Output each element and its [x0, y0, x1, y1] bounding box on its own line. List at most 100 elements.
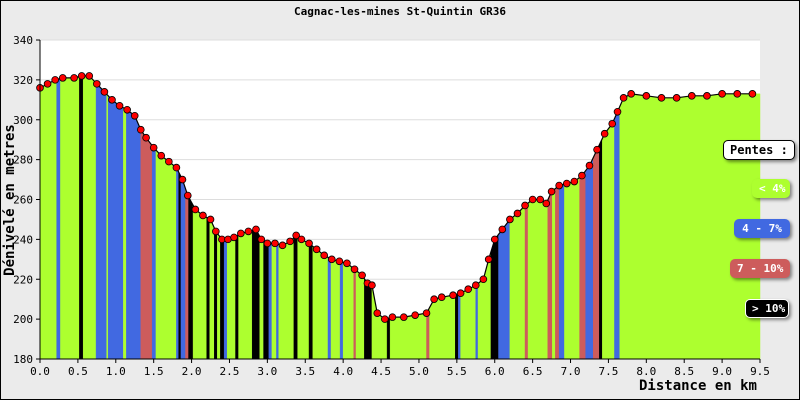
profile-point-64 [506, 215, 514, 224]
x-tick-label-19: 9.5 [750, 365, 770, 378]
profile-point-28 [237, 229, 245, 238]
legend-item-7-10: 7 - 10% [730, 259, 790, 278]
slope-band-39 [327, 256, 332, 360]
profile-point-81 [627, 90, 635, 98]
slope-band-62 [552, 188, 556, 360]
slope-band-28 [251, 229, 261, 360]
slope-band-30 [263, 240, 270, 360]
slope-band-13 [176, 167, 179, 360]
slope-band-32 [271, 243, 277, 360]
profile-point-72 [562, 179, 571, 188]
profile-point-68 [536, 195, 545, 204]
slope-band-63 [555, 185, 560, 360]
slope-band-35 [293, 235, 298, 360]
slope-band-54 [475, 282, 479, 360]
profile-point-82 [642, 92, 651, 100]
profile-point-48 [373, 309, 382, 317]
slope-band-34 [278, 237, 295, 360]
profile-point-58 [464, 285, 473, 294]
profile-point-89 [748, 90, 757, 98]
profile-point-12 [130, 111, 139, 120]
y-tick-label-3: 240 [13, 233, 33, 246]
profile-point-85 [687, 92, 696, 100]
profile-point-7 [93, 80, 101, 88]
profile-point-51 [399, 313, 408, 321]
legend-item-lt4: < 4% [752, 179, 790, 198]
profile-point-83 [657, 94, 666, 102]
profile-point-4 [70, 74, 78, 82]
y-tick-label-8: 340 [13, 34, 33, 47]
profile-point-75 [585, 161, 594, 170]
chart-title: Cagnac-les-mines St-Quintin GR36 [294, 5, 506, 18]
profile-point-79 [613, 107, 622, 116]
x-tick-label-18: 9.0 [712, 365, 732, 378]
slope-band-56 [490, 233, 499, 360]
x-tick-label-13: 6.5 [523, 365, 543, 378]
y-tick-label-1: 200 [13, 313, 33, 326]
profile-point-78 [608, 119, 617, 128]
profile-point-41 [327, 255, 336, 264]
profile-point-57 [456, 289, 465, 298]
slope-band-42 [342, 261, 355, 360]
slope-band-69 [599, 138, 603, 360]
slope-band-16 [185, 188, 189, 360]
profile-point-73 [570, 177, 579, 186]
profile-point-35 [286, 237, 294, 246]
profile-point-10 [115, 101, 124, 110]
profile-point-49 [381, 315, 389, 323]
slope-band-47 [386, 317, 391, 360]
slope-band-38 [312, 245, 329, 360]
y-axis-label: Dénivelé en metres [2, 124, 18, 276]
profile-point-36 [292, 231, 300, 240]
x-tick-label-3: 1.5 [144, 365, 164, 378]
legend-item-4-7: 4 - 7% [734, 219, 790, 238]
slope-band-57 [498, 218, 511, 360]
profile-point-55 [437, 293, 446, 301]
profile-point-59 [471, 281, 480, 290]
profile-point-71 [555, 181, 563, 190]
slope-band-50 [429, 294, 456, 360]
slope-band-43 [353, 268, 357, 360]
slope-band-7 [107, 95, 124, 360]
x-tick-label-16: 8.0 [636, 365, 656, 378]
profile-point-8 [100, 88, 109, 96]
slope-band-48 [389, 312, 427, 360]
slope-band-3 [79, 75, 84, 360]
slope-band-21 [214, 227, 218, 360]
slope-band-65 [564, 176, 580, 360]
slope-band-17 [188, 196, 194, 360]
profile-point-39 [312, 245, 321, 254]
slope-band-64 [558, 183, 565, 360]
profile-point-61 [484, 255, 493, 264]
slope-band-12 [155, 149, 177, 360]
slope-band-29 [259, 236, 264, 360]
slope-band-37 [308, 242, 314, 360]
x-tick-label-1: 0.5 [68, 365, 88, 378]
profile-point-88 [733, 90, 742, 98]
slope-band-53 [460, 284, 477, 360]
profile-point-31 [257, 235, 266, 244]
y-tick-label-7: 320 [13, 74, 33, 87]
slope-band-61 [547, 190, 553, 360]
y-tick-label-2: 220 [13, 273, 33, 286]
profile-point-40 [320, 251, 329, 260]
x-tick-label-4: 2.0 [182, 365, 202, 378]
slope-band-22 [217, 232, 221, 360]
x-tick-label-2: 1.0 [106, 365, 126, 378]
x-tick-label-15: 7.5 [598, 365, 618, 378]
profile-point-11 [123, 105, 131, 114]
slope-band-25 [226, 236, 236, 360]
profile-point-18 [172, 163, 181, 172]
profile-point-50 [388, 313, 397, 321]
profile-point-65 [513, 209, 522, 218]
slope-band-45 [364, 277, 373, 360]
slope-band-59 [524, 202, 529, 360]
profile-point-27 [230, 233, 238, 242]
y-tick-label-5: 280 [13, 154, 33, 167]
profile-point-80 [619, 94, 628, 102]
slope-band-15 [180, 176, 186, 360]
profile-point-34 [278, 241, 287, 250]
x-tick-label-10: 5.0 [409, 365, 429, 378]
profile-point-29 [244, 227, 253, 236]
profile-point-70 [547, 187, 556, 196]
